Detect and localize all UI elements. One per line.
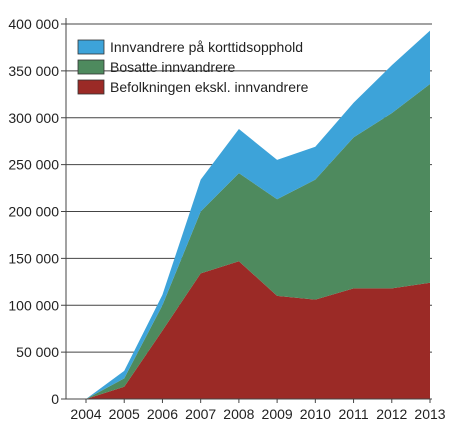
x-tick-label: 2005 — [109, 406, 140, 422]
x-tick-label: 2011 — [339, 406, 369, 422]
area-series-2 — [86, 84, 430, 399]
y-tick-label: 0 — [51, 391, 59, 407]
legend-label: Innvandrere på korttidsopphold — [110, 39, 303, 55]
area-series-3 — [86, 30, 430, 399]
x-tick-label: 2013 — [414, 406, 445, 422]
legend-label: Bosatte innvandrere — [110, 59, 236, 75]
area-series-1 — [86, 261, 430, 399]
x-tick-label: 2008 — [223, 406, 254, 422]
y-tick-labels: 0 50 000 100 000 150 000 200 000 250 000 300 0… — [8, 16, 59, 407]
areas — [86, 30, 430, 399]
legend: Innvandrere på korttidsopphold Bosatte in… — [77, 39, 309, 95]
legend-label: Befolkningen ekskl. innvandrere — [110, 79, 309, 95]
legend-swatch — [77, 79, 105, 95]
x-tick-label: 2007 — [185, 406, 216, 422]
x-tick-labels: 2004 2005 2006 2007 2008 2009 2010 2011 2012 2013 — [70, 406, 445, 422]
x-tick-label: 2006 — [147, 406, 178, 422]
y-tick-label: 250 000 — [8, 157, 59, 173]
legend-swatch — [77, 39, 105, 55]
y-tick-label: 150 000 — [8, 250, 59, 266]
y-tick-label: 350 000 — [8, 63, 59, 79]
x-tick-label: 2010 — [300, 406, 331, 422]
y-tick-label: 50 000 — [16, 344, 59, 360]
x-tick-label: 2009 — [262, 406, 293, 422]
x-tick-label: 2004 — [70, 406, 101, 422]
legend-swatch — [77, 59, 105, 75]
y-tick-label: 200 000 — [8, 204, 59, 220]
x-tick-label: 2012 — [376, 406, 407, 422]
axes — [61, 18, 432, 403]
y-tick-label: 300 000 — [8, 110, 59, 126]
y-tick-label: 100 000 — [8, 297, 59, 313]
y-tick-label: 400 000 — [8, 16, 59, 32]
